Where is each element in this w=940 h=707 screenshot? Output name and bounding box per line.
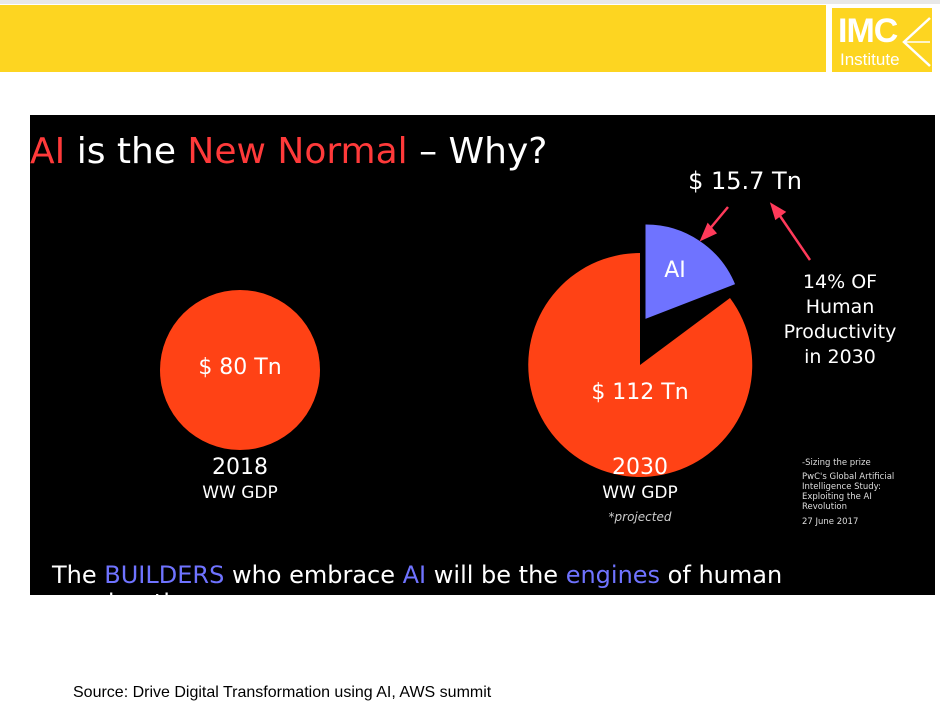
logo-chevron-icon [902, 17, 931, 67]
pie-2030-ai-slice [642, 221, 739, 324]
productivity-callout: 14% OF Human Productivity in 2030 [783, 271, 897, 368]
pie-charts [160, 202, 812, 477]
imc-logo: IMC Institute [832, 8, 932, 72]
pie-2030-label: WW GDP [602, 483, 678, 503]
pie-2030-main [528, 253, 753, 477]
ai-amount: $ 15.7 Tn [688, 167, 802, 195]
pie-2018-label: WW GDP [202, 483, 278, 503]
pie-2030-value: $ 112 Tn [591, 380, 689, 405]
pie-2018-value: $ 80 Tn [198, 355, 282, 380]
arrow-right [776, 212, 812, 261]
pie-2018-year: 2018 [212, 455, 268, 480]
tagline: The BUILDERS who embrace AI will be the … [52, 561, 783, 617]
header-band [0, 5, 826, 72]
ai-slice-label: AI [664, 258, 686, 283]
top-border [0, 0, 940, 4]
pie-2018 [160, 290, 320, 450]
logo-subtext: Institute [840, 50, 900, 69]
slide-title: AI is the New Normal – Why? [30, 131, 548, 172]
slide: AI is the New Normal – Why? $ 80 Tn 2018… [30, 115, 935, 617]
projected-note: *projected [608, 510, 672, 524]
reference-note: -Sizing the prize PwC's Global Artificial… [802, 458, 895, 527]
pie-2030-year: 2030 [612, 455, 668, 480]
source-caption: Source: Drive Digital Transformation usi… [73, 684, 492, 701]
logo-text: IMC [838, 12, 898, 50]
